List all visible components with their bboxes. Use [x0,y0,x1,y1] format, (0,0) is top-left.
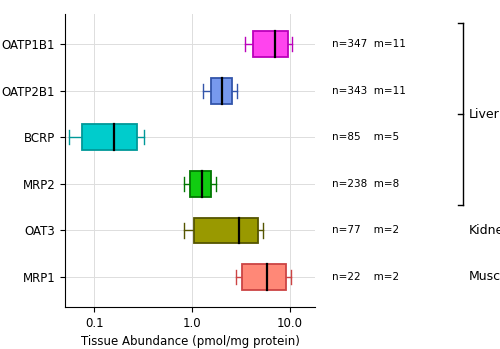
Text: n=22    m=2: n=22 m=2 [332,272,400,282]
Bar [194,217,258,243]
Bar [253,31,288,57]
Text: n=85    m=5: n=85 m=5 [332,132,400,142]
Text: n=347  m=11: n=347 m=11 [332,39,406,49]
Text: n=238  m=8: n=238 m=8 [332,179,400,189]
Text: n=77    m=2: n=77 m=2 [332,225,400,235]
Text: n=343  m=11: n=343 m=11 [332,86,406,96]
Text: Liver: Liver [468,107,499,120]
Bar [211,78,232,104]
Bar [242,264,286,290]
Bar [190,171,211,196]
Text: Kidney: Kidney [468,224,500,237]
Text: Muscle*: Muscle* [468,270,500,283]
Bar [82,125,136,150]
X-axis label: Tissue Abundance (pmol/mg protein): Tissue Abundance (pmol/mg protein) [80,335,300,348]
